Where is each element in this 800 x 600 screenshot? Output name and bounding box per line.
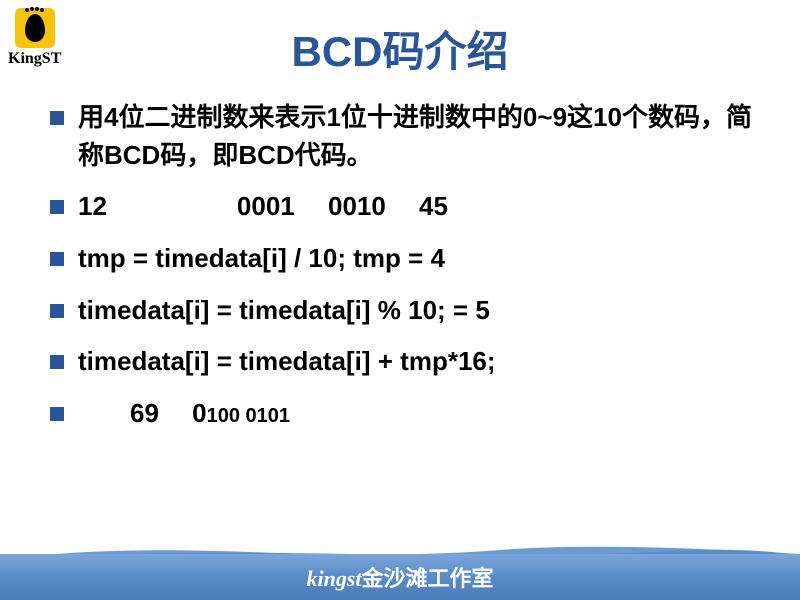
logo-text: KingST — [8, 50, 61, 68]
bullet-text: timedata[i] = timedata[i] + tmp*16; — [78, 343, 496, 381]
bullet-text: 69 0100 0101 — [78, 395, 290, 433]
bullet-item: 用4位二进制数来表示1位十进制数中的0~9这10个数码，简称BCD码，即BCD代… — [50, 99, 760, 174]
bullet-icon — [50, 200, 64, 214]
bullet-suffix: 100 0101 — [207, 405, 290, 427]
bullet-text: tmp = timedata[i] / 10; tmp = 4 — [78, 240, 445, 278]
bullet-icon — [50, 407, 64, 421]
footer-text: kingst金沙滩工作室 — [306, 561, 493, 593]
title-zh: 码介绍 — [382, 28, 508, 75]
bullet-icon — [50, 304, 64, 318]
footer-bar: kingst金沙滩工作室 — [0, 554, 800, 600]
bullet-item: timedata[i] = timedata[i] % 10; = 5 — [50, 292, 760, 330]
footer-brand: kingst — [306, 566, 361, 591]
bullet-main: 69 0 — [78, 398, 207, 428]
logo-icon — [15, 8, 55, 48]
bullet-text: timedata[i] = timedata[i] % 10; = 5 — [78, 292, 490, 330]
bullet-item: tmp = timedata[i] / 10; tmp = 4 — [50, 240, 760, 278]
footprint-icon — [25, 14, 45, 42]
bullet-item: 12 0001 0010 45 — [50, 188, 760, 226]
bullet-icon — [50, 355, 64, 369]
footer-zh: 金沙滩工作室 — [362, 566, 494, 591]
slide-title: BCD码介绍 — [0, 0, 800, 99]
bullet-text: 12 0001 0010 45 — [78, 188, 448, 226]
bullet-icon — [50, 252, 64, 266]
logo: KingST — [8, 8, 61, 68]
slide-content: 用4位二进制数来表示1位十进制数中的0~9这10个数码，简称BCD码，即BCD代… — [0, 99, 800, 433]
bullet-text: 用4位二进制数来表示1位十进制数中的0~9这10个数码，简称BCD码，即BCD代… — [78, 99, 760, 174]
bullet-item: 69 0100 0101 — [50, 395, 760, 433]
bullet-item: timedata[i] = timedata[i] + tmp*16; — [50, 343, 760, 381]
title-en: BCD — [291, 28, 382, 75]
bullet-icon — [50, 111, 64, 125]
